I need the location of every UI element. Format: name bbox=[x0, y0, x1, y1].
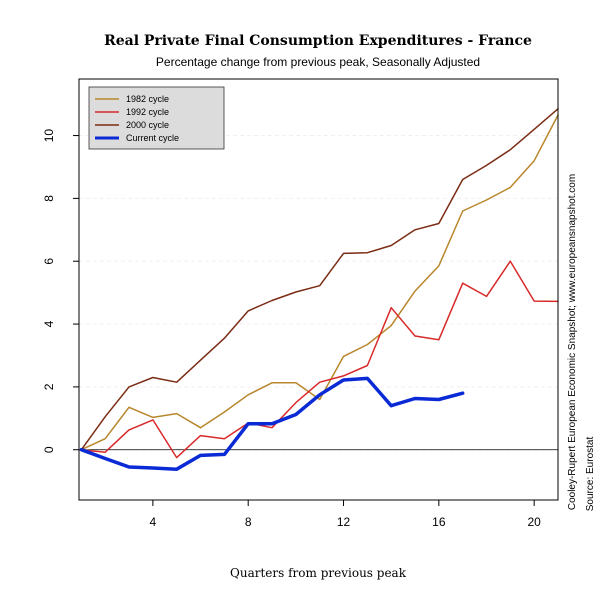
legend-label-1: 1982 cycle bbox=[126, 94, 169, 104]
x-tick-label: 20 bbox=[527, 515, 541, 529]
legend: 1982 cycle 1992 cycle 2000 cycle Current cy… bbox=[88, 86, 225, 150]
y-tick-label: 2 bbox=[42, 383, 56, 390]
plot-frame bbox=[78, 78, 559, 501]
attribution-note: Cooley-Rupert European Economic Snapshot… bbox=[567, 174, 578, 510]
y-tick-label: 6 bbox=[42, 258, 56, 265]
legend-label-2: 1992 cycle bbox=[126, 107, 169, 117]
y-tick-label: 0 bbox=[42, 446, 56, 453]
series-line-3 bbox=[80, 108, 559, 451]
series-line-2 bbox=[80, 260, 559, 459]
legend-box bbox=[88, 86, 225, 150]
x-axis-ticks: 4 8 12 16 20 bbox=[150, 500, 541, 529]
legend-label-4: Current cycle bbox=[126, 133, 179, 143]
x-tick-label: 16 bbox=[432, 515, 446, 529]
x-tick-label: 12 bbox=[337, 515, 351, 529]
series-line-1 bbox=[80, 114, 559, 451]
chart-title: Real Private Final Consumption Expenditu… bbox=[104, 33, 532, 49]
y-tick-label: 4 bbox=[42, 320, 56, 327]
source-note: Source: Eurostat bbox=[585, 437, 596, 512]
series-line-4 bbox=[79, 376, 465, 471]
x-tick-label: 4 bbox=[150, 515, 157, 529]
y-tick-label: 10 bbox=[42, 129, 56, 143]
series-lines bbox=[79, 108, 559, 471]
gridlines bbox=[79, 135, 558, 451]
y-axis-ticks: 0 2 4 6 8 10 bbox=[42, 129, 79, 453]
chart-subtitle: Percentage change from previous peak, Se… bbox=[156, 55, 480, 69]
legend-label-3: 2000 cycle bbox=[126, 120, 169, 130]
y-tick-label: 8 bbox=[42, 195, 56, 202]
x-axis-label: Quarters from previous peak bbox=[230, 566, 407, 580]
x-tick-label: 8 bbox=[245, 515, 252, 529]
